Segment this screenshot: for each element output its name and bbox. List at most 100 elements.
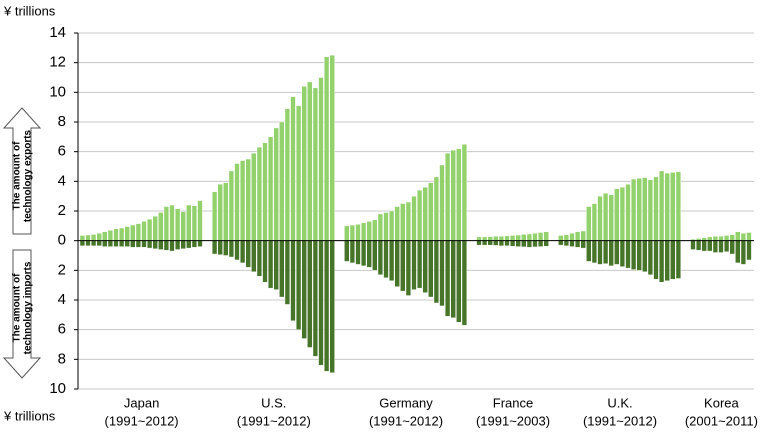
bar <box>284 108 291 241</box>
group-name: U.S. <box>261 395 286 410</box>
bar <box>186 240 192 249</box>
bar <box>118 240 125 247</box>
bar <box>642 177 648 241</box>
group-period: (1991~2012) <box>369 413 443 428</box>
bar <box>290 96 296 241</box>
exports-label: The amount of <box>12 141 23 211</box>
bar <box>118 227 125 241</box>
bar <box>724 240 730 252</box>
bar <box>234 163 240 241</box>
bar <box>301 240 307 339</box>
bar <box>735 240 741 264</box>
bar <box>476 236 482 241</box>
bar <box>223 182 229 241</box>
bar <box>456 240 462 323</box>
bar <box>135 240 142 248</box>
bar <box>445 152 451 241</box>
y-unit-bottom: ¥ trillions <box>3 408 56 423</box>
bar <box>262 240 268 283</box>
bar <box>487 236 493 241</box>
bar <box>211 191 218 241</box>
bar <box>664 172 670 241</box>
bar <box>701 240 707 252</box>
bar <box>296 240 302 330</box>
bar <box>344 240 350 262</box>
bar <box>746 240 752 261</box>
bar <box>718 240 724 253</box>
bar <box>543 231 549 241</box>
bar <box>158 212 164 241</box>
imports-label: The amount of <box>12 273 23 343</box>
imports-arrow <box>2 249 42 379</box>
bar <box>526 233 533 241</box>
bar <box>279 240 285 298</box>
bar <box>256 147 263 241</box>
bar <box>223 240 229 256</box>
group-period: (1991~2003) <box>476 413 550 428</box>
bar <box>344 225 350 241</box>
bar <box>146 218 153 241</box>
bar <box>597 240 603 265</box>
y-tick-label: 6 <box>58 143 66 160</box>
bar <box>580 240 586 249</box>
bar <box>591 203 598 241</box>
bar <box>498 240 505 247</box>
bar <box>113 228 119 241</box>
y-tick-label: 8 <box>58 350 66 367</box>
bar <box>239 240 246 264</box>
bar <box>284 240 291 305</box>
bar <box>273 240 279 290</box>
bar <box>262 142 268 241</box>
bar <box>96 233 102 241</box>
bar <box>324 56 330 241</box>
bar <box>85 234 91 241</box>
bar <box>296 105 302 241</box>
bar <box>268 136 274 241</box>
bar <box>186 204 192 241</box>
bar <box>158 240 164 250</box>
bar <box>217 184 223 241</box>
bar <box>563 240 570 247</box>
bar <box>389 240 395 281</box>
bar <box>417 190 423 241</box>
bar <box>558 235 564 241</box>
bar <box>377 240 384 275</box>
y-tick-label: 6 <box>58 321 66 338</box>
bar <box>569 240 575 247</box>
bar <box>411 195 417 241</box>
bar <box>735 231 741 241</box>
bar <box>349 240 356 264</box>
bar <box>372 240 378 271</box>
bar <box>146 240 153 249</box>
bar <box>614 240 620 265</box>
bar <box>273 127 279 241</box>
bar <box>417 240 423 289</box>
bar <box>169 240 175 252</box>
bar <box>211 240 218 255</box>
bar <box>312 87 319 241</box>
group-name: Germany <box>379 395 433 410</box>
bar <box>482 236 488 241</box>
bar <box>422 187 428 241</box>
bar <box>400 203 406 241</box>
bar <box>498 236 505 241</box>
bar <box>625 240 631 269</box>
y-tick-label: 0 <box>58 232 66 249</box>
bar <box>366 240 372 268</box>
bar <box>428 240 434 298</box>
bar <box>130 224 136 241</box>
bar <box>439 164 445 241</box>
bar <box>329 55 335 241</box>
bar <box>510 235 516 241</box>
bar <box>85 240 91 247</box>
y-tick-label: 8 <box>58 113 66 130</box>
bar <box>515 234 521 241</box>
bar <box>461 144 468 241</box>
bar <box>461 240 468 326</box>
bar <box>515 240 521 247</box>
bar <box>124 226 130 241</box>
bar <box>445 240 451 317</box>
bar <box>329 240 335 373</box>
bar <box>746 232 752 241</box>
group-name: France <box>493 395 533 410</box>
